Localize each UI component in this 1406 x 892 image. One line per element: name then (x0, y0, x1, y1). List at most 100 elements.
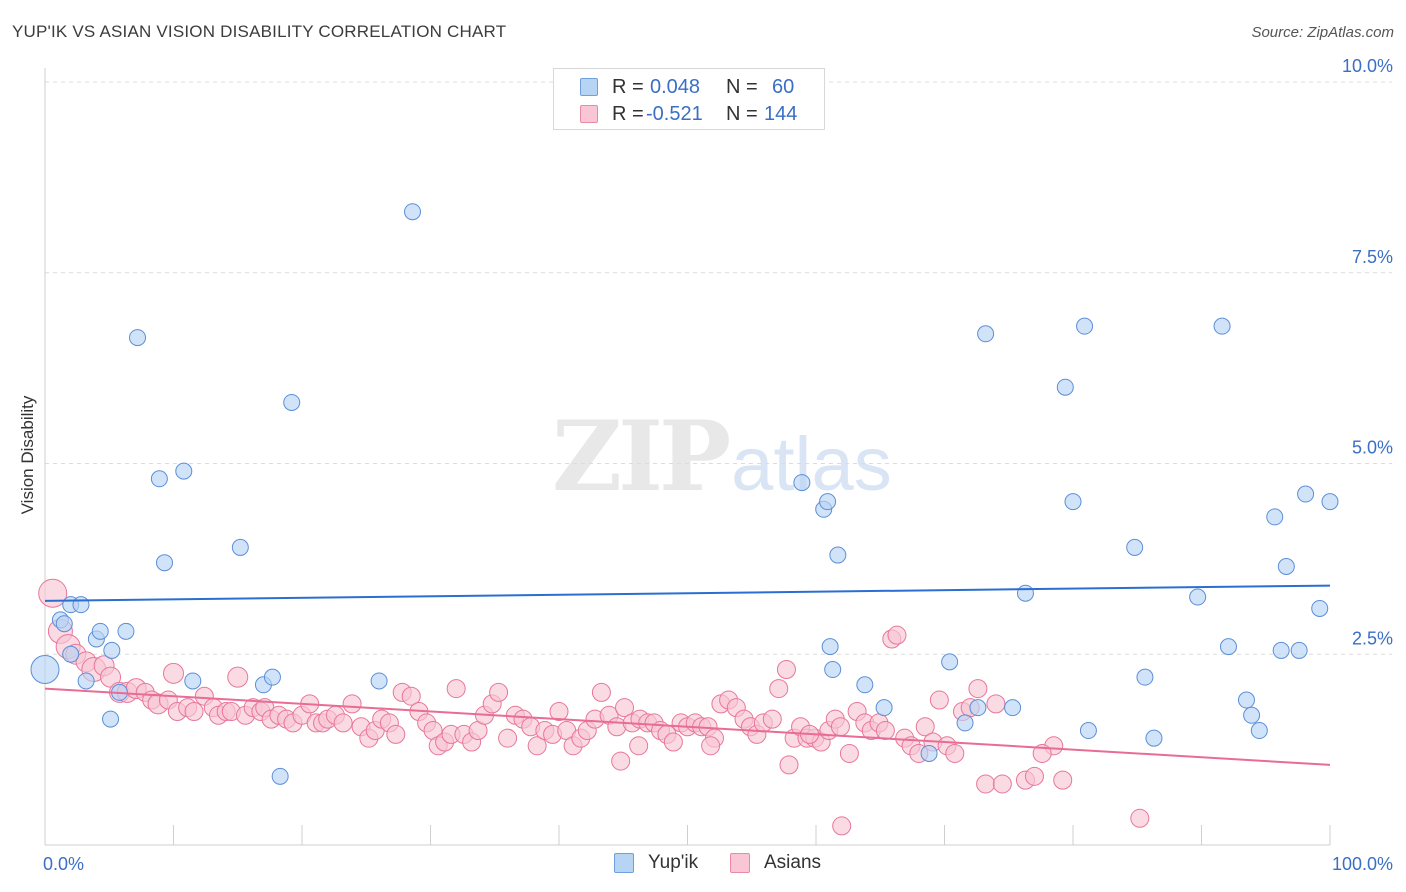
yupik-point (1016, 584, 1034, 602)
yupik-point (231, 538, 249, 556)
yupik-point (969, 699, 987, 717)
y-tick-label: 7.5% (1352, 247, 1393, 267)
yupik-point (977, 325, 995, 343)
asians-point (629, 736, 649, 756)
asians-point (968, 679, 988, 699)
yupik-point (824, 661, 842, 679)
legend-swatch-pink (580, 105, 598, 123)
series-legend-yupik: Yup'ik (614, 852, 698, 874)
y-tick-label: 10.0% (1342, 56, 1393, 76)
yupik-point (370, 672, 388, 690)
asians-point (915, 717, 935, 737)
yupik-point (1079, 722, 1097, 740)
yupik-point (1145, 729, 1163, 747)
asians-point (769, 679, 789, 699)
yupik-point (819, 493, 837, 511)
asians-point (489, 682, 509, 702)
yupik-point (1189, 588, 1207, 606)
yupik-point (30, 655, 60, 685)
yupik-point (55, 615, 73, 633)
yupik-point (1237, 691, 1255, 709)
x-tick-label-min: 0.0% (43, 854, 84, 874)
asians-point (701, 736, 721, 756)
yupik-point (1219, 638, 1237, 656)
yupik-point (1126, 538, 1144, 556)
asians-trend-line (44, 687, 1331, 766)
legend-r-value: 0.048 (650, 75, 701, 98)
asians-point (976, 774, 996, 794)
yupik-point (956, 714, 974, 732)
asians-point (830, 717, 850, 737)
yupik-point (920, 744, 938, 762)
series-label-asians: Asians (764, 852, 822, 873)
yupik-point (91, 622, 109, 640)
asians-point (762, 709, 782, 729)
asians-point (1130, 808, 1150, 828)
asians-point (163, 662, 184, 684)
asians-point (929, 690, 949, 710)
yupik-point (271, 767, 289, 785)
yupik-point (1056, 378, 1074, 396)
x-tick-label-max: 100.0% (1332, 854, 1393, 874)
asians-point (776, 660, 796, 680)
asians-point (615, 698, 635, 718)
yupik-point (875, 699, 893, 717)
asians-point (887, 625, 907, 645)
yupik-point (821, 638, 839, 656)
yupik-point (829, 546, 847, 564)
yupik-point (156, 554, 174, 572)
legend-swatch-blue (580, 78, 598, 96)
yupik-trend-line (44, 584, 1331, 602)
yupik-point (102, 710, 120, 728)
asians-point (875, 721, 895, 741)
yupik-point (129, 329, 147, 347)
yupik-point (1243, 706, 1261, 724)
asians-point (1053, 770, 1073, 790)
legend-n-label: N = (726, 102, 758, 125)
y-axis-label: Vision Disability (18, 395, 37, 515)
legend-n-label: N = (726, 75, 758, 98)
asians-point (227, 666, 249, 688)
series-swatch-pink (730, 853, 750, 873)
asians-point (1024, 766, 1044, 786)
asians-point (498, 728, 518, 748)
yupik-point (941, 653, 959, 671)
yupik-point (1004, 699, 1022, 717)
chart-source: Source: ZipAtlas.com (1251, 24, 1394, 41)
asians-point (386, 724, 406, 744)
asians-point (333, 713, 353, 733)
chart-title: YUP'IK VS ASIAN VISION DISABILITY CORREL… (12, 22, 507, 41)
asians-point (401, 686, 421, 706)
yupik-point (404, 203, 422, 221)
yupik-point (117, 622, 135, 640)
yupik-point (103, 641, 121, 659)
yupik-point (1321, 493, 1339, 511)
legend-n-value: 144 (764, 102, 798, 125)
yupik-point (62, 645, 80, 663)
yupik-point (150, 470, 168, 488)
yupik-point (1266, 508, 1284, 526)
legend-r-label: R = (612, 75, 644, 98)
asians-point (549, 701, 569, 721)
yupik-point (77, 672, 95, 690)
yupik-point (283, 393, 301, 411)
yupik-point (184, 672, 202, 690)
asians-point (986, 694, 1006, 714)
y-tick-label: 2.5% (1352, 628, 1393, 648)
asians-point (184, 701, 204, 721)
asians-point (945, 743, 965, 763)
yupik-point (1290, 641, 1308, 659)
yupik-point (72, 596, 90, 614)
asians-point (992, 774, 1012, 794)
yupik-point (1064, 493, 1082, 511)
yupik-point (856, 676, 874, 694)
yupik-point (1136, 668, 1154, 686)
yupik-point (793, 474, 811, 492)
asians-point (446, 679, 466, 699)
asians-point (832, 816, 852, 836)
asians-point (527, 736, 547, 756)
yupik-point (1213, 317, 1231, 335)
legend-n-value: 60 (772, 75, 795, 98)
yupik-point (1250, 722, 1268, 740)
